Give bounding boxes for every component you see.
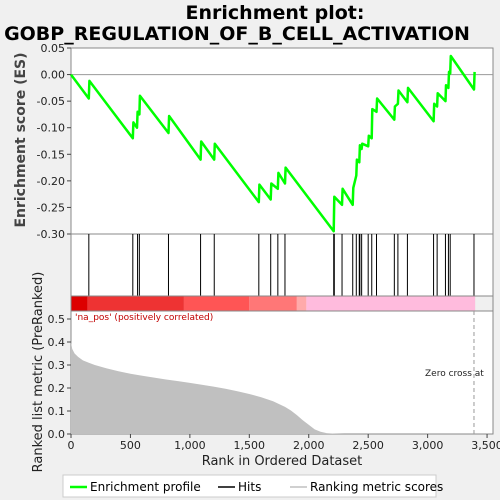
rank-bar-segment bbox=[249, 296, 297, 311]
es-y-tick-label: -0.05 bbox=[37, 95, 65, 108]
es-series-line bbox=[69, 54, 476, 233]
metric-y-tick-label: 0.1 bbox=[48, 405, 66, 418]
x-tick-label: 2,000 bbox=[293, 439, 325, 452]
metric-y-tick-label: 0.4 bbox=[48, 336, 66, 349]
es-panel: 0.05 0.00 -0.05 -0.10 -0.15 -0.20 -0.25 -0.30 bbox=[37, 42, 494, 241]
zero-cross-note: Zero cross at bbox=[425, 369, 484, 379]
rank-bar-segment bbox=[87, 296, 184, 311]
es-plot-area bbox=[70, 47, 494, 235]
es-y-tick-label: 0.00 bbox=[41, 69, 66, 82]
hits-panel bbox=[70, 233, 494, 297]
x-axis-label: Rank in Ordered Dataset bbox=[202, 454, 363, 469]
chart-title-line1: Enrichment plot: bbox=[186, 2, 365, 24]
legend-label: Hits bbox=[238, 480, 261, 494]
x-tick-label: 500 bbox=[120, 439, 141, 452]
metric-axis-label: Ranked list metric (PreRanked) bbox=[31, 272, 46, 473]
es-y-tick-label: -0.25 bbox=[37, 201, 65, 214]
metric-panel: 0.0 0.1 0.2 0.3 0.4 0.5 0 500 1,000 1,500 2,000 2,5… bbox=[48, 310, 500, 452]
legend-box bbox=[62, 474, 437, 498]
rank-bar-segment bbox=[306, 296, 476, 311]
legend-label: Enrichment profile bbox=[90, 480, 201, 494]
rank-bar-segment bbox=[183, 296, 250, 311]
es-y-tick-label: -0.30 bbox=[37, 228, 65, 241]
rank-color-bar bbox=[70, 295, 494, 312]
positive-correlation-note: 'na_pos' (positively correlated) bbox=[75, 313, 213, 323]
metric-y-tick-label: 0.5 bbox=[48, 313, 66, 326]
metric-y-tick-label: 0.0 bbox=[48, 428, 66, 441]
x-tick-label: 0 bbox=[68, 439, 75, 452]
rank-bar-segment bbox=[71, 296, 88, 311]
metric-area bbox=[71, 342, 476, 434]
chart-title-line2: GOBP_REGULATION_OF_B_CELL_ACTIVATION bbox=[4, 23, 470, 45]
es-y-tick-label: 0.05 bbox=[41, 42, 66, 55]
es-y-tick-label: -0.15 bbox=[37, 148, 65, 161]
x-tick-label: 1,000 bbox=[174, 439, 206, 452]
es-y-tick-label: -0.10 bbox=[37, 122, 65, 135]
es-y-tick-label: -0.20 bbox=[37, 175, 65, 188]
metric-y-tick-label: 0.2 bbox=[48, 382, 66, 395]
hits-plot-area bbox=[70, 233, 494, 297]
metric-y-tick-label: 0.3 bbox=[48, 359, 66, 372]
es-axis-label: Enrichment score (ES) bbox=[13, 52, 29, 227]
x-tick-label: 2,500 bbox=[352, 439, 384, 452]
x-tick-label: 1,500 bbox=[234, 439, 266, 452]
x-tick-label: 3,500 bbox=[471, 439, 500, 452]
rank-bar-segment bbox=[296, 296, 307, 311]
legend-label: Ranking metric scores bbox=[310, 480, 443, 494]
x-tick-label: 3,000 bbox=[412, 439, 444, 452]
legend: Enrichment profile Hits Ranking metric sco… bbox=[62, 474, 443, 498]
